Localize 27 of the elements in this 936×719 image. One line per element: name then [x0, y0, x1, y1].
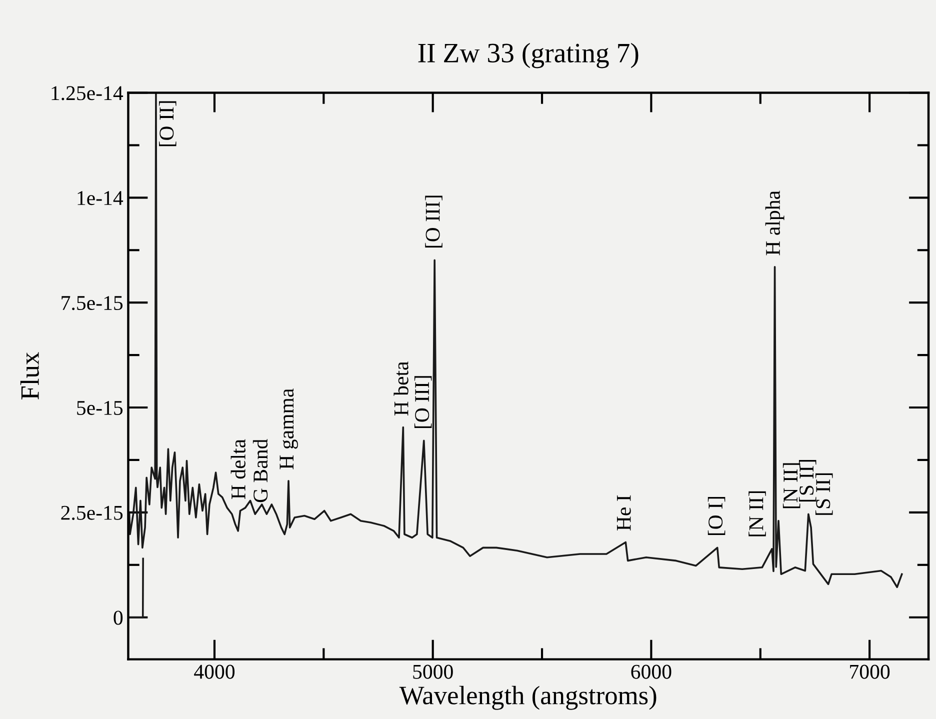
annotation: H beta — [394, 361, 408, 416]
chart-title: II Zw 33 (grating 7) — [418, 42, 638, 68]
annotation: [O III] — [414, 376, 432, 428]
annotation: He I — [617, 495, 631, 531]
y-tick-label: 1e-14 — [78, 191, 124, 206]
annotation: [O II] — [159, 101, 176, 146]
y-tick-label: 7.5e-15 — [62, 296, 123, 310]
x-axis-title: Wavelength (angstroms) — [399, 686, 656, 710]
annotation: [S II] — [798, 460, 816, 502]
y-tick-label: 5e-15 — [77, 400, 123, 415]
x-tick-label: 6000 — [631, 664, 672, 679]
annotation: H delta — [230, 439, 246, 500]
annotation: [O I] — [708, 497, 726, 536]
annotation: H alpha — [765, 190, 784, 256]
x-tick-label: 5000 — [413, 664, 453, 679]
y-tick-label: 2.5e-15 — [61, 506, 123, 520]
y-axis-title: Flux — [20, 352, 39, 400]
x-tick-label: 4000 — [194, 664, 235, 679]
y-tick-label: 1.25e-14 — [52, 86, 124, 100]
annotation: H gamma — [280, 388, 298, 470]
annotation: [N II] — [748, 491, 766, 536]
annotation: [O III] — [425, 196, 442, 248]
annotation: G Band — [252, 439, 268, 502]
annotation: [N II] — [782, 463, 800, 508]
y-tick-label: 0 — [114, 610, 123, 625]
x-tick-label: 7000 — [850, 664, 890, 679]
annotation: [S II] — [815, 473, 833, 515]
